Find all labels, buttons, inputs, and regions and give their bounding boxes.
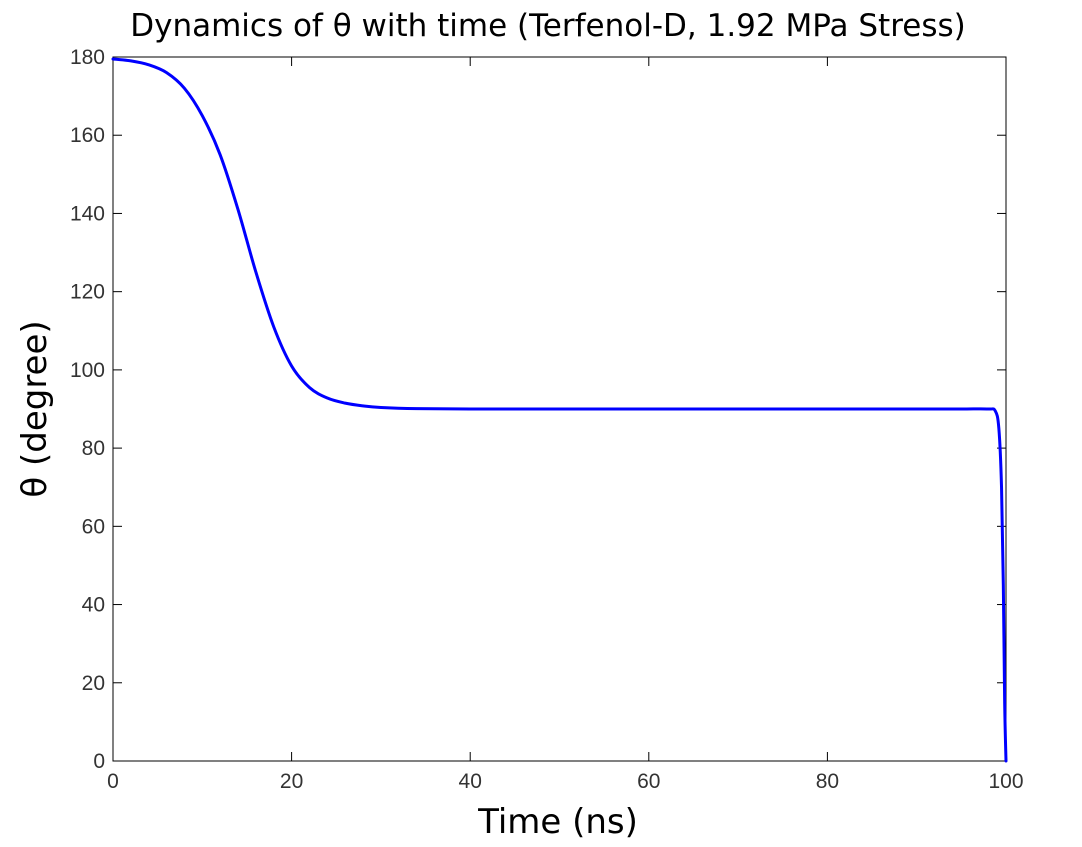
series-line-0 <box>111 57 1008 763</box>
y-tick-label: 40 <box>82 594 105 617</box>
chart-title: Dynamics of θ with time (Terfenol-D, 1.9… <box>130 8 966 44</box>
x-tick-label: 100 <box>988 770 1023 793</box>
x-tick-label: 60 <box>637 770 660 793</box>
y-tick-label: 20 <box>82 672 105 695</box>
y-tick-label: 80 <box>82 437 105 460</box>
x-tick-label: 40 <box>459 770 482 793</box>
y-axis-label: θ (degree) <box>15 320 55 497</box>
x-tick-labels: 0 20 40 60 80 100 <box>107 770 1023 793</box>
series-layer <box>111 57 1008 763</box>
y-tick-label: 140 <box>70 202 105 225</box>
y-tick-labels: 0 20 40 60 80 100 120 140 160 180 <box>70 46 105 773</box>
x-tick-label: 80 <box>816 770 839 793</box>
y-tick-label: 60 <box>82 515 105 538</box>
x-axis-label: Time (ns) <box>477 802 638 842</box>
y-tick-label: 160 <box>70 124 105 147</box>
y-tick-label: 180 <box>70 46 105 69</box>
y-tick-label: 100 <box>70 359 105 382</box>
x-tick-label: 20 <box>280 770 303 793</box>
y-tick-label: 120 <box>70 281 105 304</box>
x-tick-label: 0 <box>107 770 119 793</box>
y-tick-label: 0 <box>93 750 105 773</box>
